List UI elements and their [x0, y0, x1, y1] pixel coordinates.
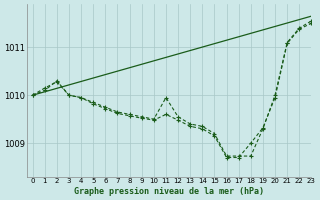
X-axis label: Graphe pression niveau de la mer (hPa): Graphe pression niveau de la mer (hPa) [74, 187, 264, 196]
